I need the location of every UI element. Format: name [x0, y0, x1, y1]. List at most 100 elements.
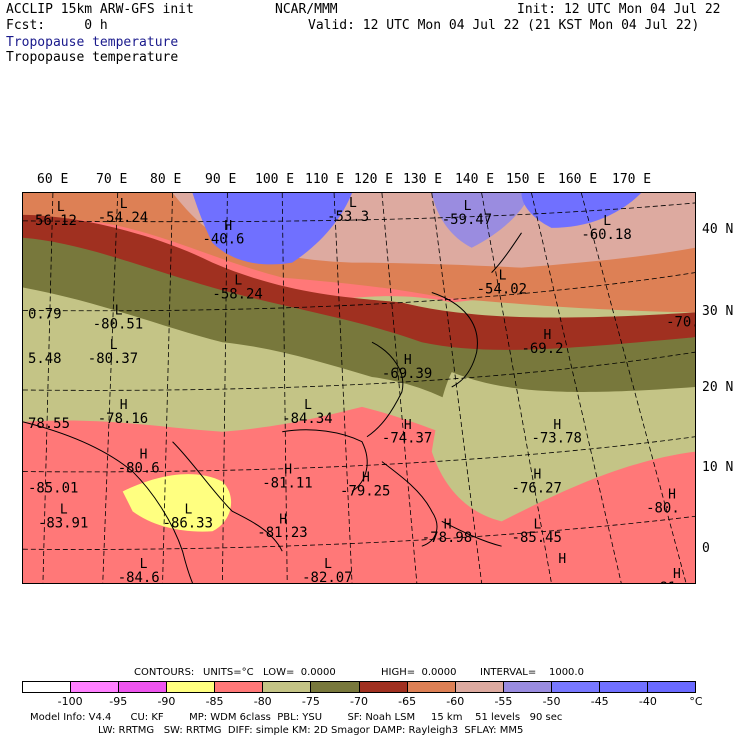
extremum-value: -59.47: [442, 212, 492, 228]
graticule: [23, 193, 695, 583]
color-scale-swatch: [119, 682, 168, 692]
color-scale-swatch: [71, 682, 120, 692]
extremum-value: -53.3: [327, 209, 369, 225]
color-scale-swatch: [23, 682, 72, 692]
longitude-label: 170 E: [612, 172, 652, 187]
extremum-value: -78.98: [422, 530, 472, 546]
extremum-value: 5.48: [28, 351, 62, 367]
color-scale-tick-label: -75: [301, 695, 320, 708]
extremum-value: -83.91: [38, 515, 88, 531]
model-info-line2: LW: RRTMG SW: RRTMG DIFF: simple KM: 2D …: [98, 725, 524, 736]
color-scale-tick-label: -45: [590, 695, 609, 708]
high-marker: H: [673, 567, 681, 582]
interval-label: INTERVAL= 1000.0: [480, 667, 584, 678]
longitude-label: 60 E: [37, 172, 69, 187]
longitude-label: 110 E: [305, 172, 345, 187]
forecast-hour: Fcst: 0 h: [6, 18, 108, 33]
extremum-value: -70.: [666, 314, 696, 330]
color-scale-tick-label: -55: [494, 695, 513, 708]
contours-label: CONTOURS:: [134, 667, 195, 678]
low-label: LOW= 0.0000: [263, 667, 336, 678]
high-marker: H: [404, 418, 412, 433]
color-scale-tick-label: -60: [446, 695, 465, 708]
color-scale-swatch: [359, 682, 408, 692]
extremum-value: -80.: [646, 500, 680, 516]
color-scale-tick-label: -95: [109, 695, 128, 708]
high-marker: H: [404, 353, 412, 368]
color-scale-tick-label: -90: [157, 695, 176, 708]
color-scale-swatch: [167, 682, 216, 692]
longitude-label: 140 E: [455, 172, 495, 187]
extremum-value: -80.37: [88, 351, 138, 367]
field-title-contour: Tropopause temperature: [6, 50, 179, 65]
highs-lows-layer: L56.12L-54.24H-40.6L-53.3L-59.47 L-60.18L…: [28, 196, 696, 584]
shade-minus70: [23, 232, 695, 429]
color-scale-tick-label: -65: [398, 695, 417, 708]
color-scale-swatch: [551, 682, 600, 692]
extremum-value: -54.02: [477, 281, 527, 297]
color-scale-swatch: [455, 682, 504, 692]
color-scale-tick-label: -100: [57, 695, 83, 708]
high-marker: H: [362, 471, 370, 486]
tropopause-temperature-map: L56.12L-54.24H-40.6L-53.3L-59.47 L-60.18L…: [22, 192, 696, 584]
high-marker: H: [533, 468, 541, 483]
high-marker: H: [543, 328, 551, 343]
extremum-value: -81.23: [257, 525, 307, 541]
field-title-shaded: Tropopause temperature: [6, 35, 179, 50]
longitude-label: 160 E: [558, 172, 598, 187]
color-scale-bar: [22, 681, 696, 693]
extremum-value: -54.24: [98, 210, 148, 226]
extremum-value: -84.34: [282, 411, 332, 427]
extremum-value: -85.45: [512, 530, 562, 546]
extremum-value: -76.27: [512, 480, 562, 496]
low-marker: L: [324, 557, 332, 572]
extremum-value: 78.55: [28, 416, 70, 432]
extremum-value: -69.39: [382, 366, 432, 382]
longitude-label: 100 E: [255, 172, 295, 187]
longitude-label: 150 E: [506, 172, 546, 187]
shade-minus65: [23, 212, 695, 350]
units-label: UNITS=°C: [203, 667, 254, 678]
color-scale-swatch: [599, 682, 649, 692]
high-marker: H: [558, 552, 566, 567]
low-marker: L: [603, 214, 611, 229]
high-label: HIGH= 0.0000: [381, 667, 457, 678]
shade-minus75-east: [431, 372, 695, 522]
extremum-value: -80.6: [118, 461, 160, 477]
latitude-label: 20 N: [702, 380, 734, 395]
color-scale-tick-label: -50: [542, 695, 561, 708]
model-title: ACCLIP 15km ARW-GFS init: [6, 2, 194, 17]
low-marker: L: [349, 196, 357, 211]
latitude-label: 30 N: [702, 304, 734, 319]
shade-minus45-east: [521, 193, 642, 228]
latitude-label: 10 N: [702, 460, 734, 475]
low-marker: L: [533, 517, 541, 532]
color-scale-swatch: [215, 682, 264, 692]
extremum-value: -74.37: [382, 431, 432, 447]
low-marker: L: [499, 269, 507, 284]
extremum-value: -40.6: [202, 232, 244, 248]
extremum-value: -80.51: [93, 316, 143, 332]
shade-minus85: [122, 474, 232, 532]
high-marker: H: [279, 512, 287, 527]
extremum-value: -86.33: [163, 515, 213, 531]
color-scale-tick-label: -80: [253, 695, 272, 708]
color-scale-tick-label: °C: [689, 695, 703, 708]
extremum-value: -79.25: [340, 483, 390, 499]
longitude-label: 130 E: [403, 172, 443, 187]
model-info-line1: Model Info: V4.4 CU: KF MP: WDM 6class P…: [30, 712, 563, 723]
latitude-label: 0: [702, 541, 710, 556]
extremum-value: -84.6: [118, 570, 160, 584]
extremum-value: -58.24: [212, 286, 262, 302]
extremum-value: -85.01: [28, 480, 78, 496]
high-marker: H: [553, 418, 561, 433]
institution-label: NCAR/MMM: [275, 2, 338, 17]
shade-minus45: [192, 193, 353, 265]
color-scale-tick-label: -70: [350, 695, 368, 708]
extremum-value: 56.12: [35, 213, 77, 229]
color-scale-swatch: [311, 682, 360, 692]
longitude-label: 90 E: [205, 172, 237, 187]
init-time: Init: 12 UTC Mon 04 Jul 22: [517, 2, 721, 17]
color-scale-swatch: [263, 682, 312, 692]
extremum-value: -60.18: [581, 227, 631, 243]
